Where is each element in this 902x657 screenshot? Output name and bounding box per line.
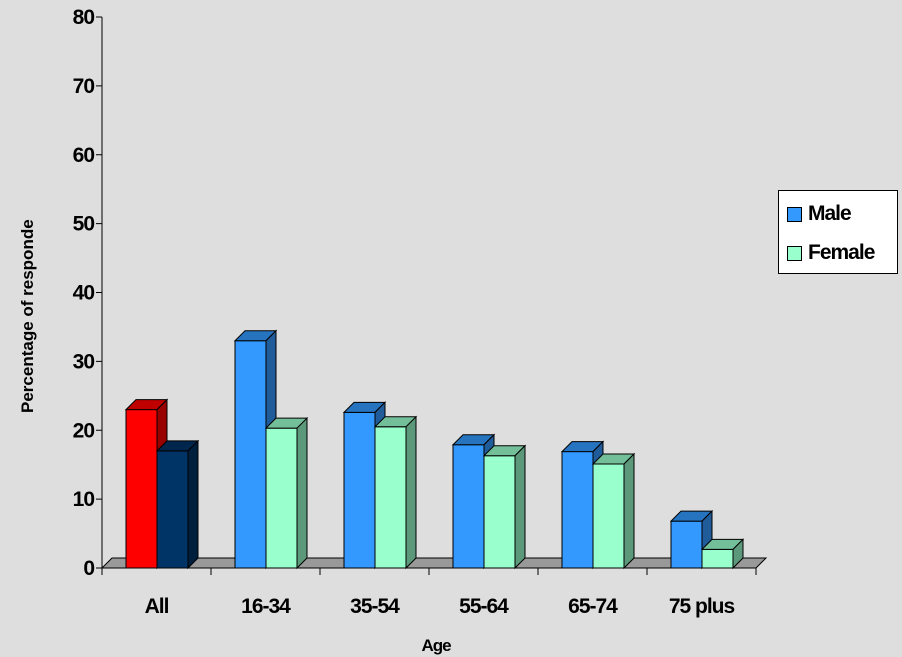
legend-swatch-male	[787, 206, 802, 222]
y-tick-label: 50	[73, 213, 95, 236]
x-tick-label: 16-34	[241, 595, 291, 618]
x-tick-label: All	[145, 595, 169, 618]
legend: Male Female	[778, 190, 898, 274]
chart-floor	[100, 557, 768, 569]
bar-female-all	[155, 439, 200, 570]
y-tick-label: 70	[73, 75, 95, 98]
x-axis-label: Age	[421, 636, 451, 655]
bars	[124, 329, 745, 570]
y-tick-label: 20	[73, 419, 95, 442]
bar-female-16-34	[264, 416, 309, 570]
y-tick-label: 60	[73, 144, 95, 167]
y-tick-label: 80	[73, 6, 95, 29]
y-tick-label: 30	[73, 350, 95, 373]
floor-plane	[100, 557, 768, 569]
x-tick-label: 75 plus	[669, 595, 735, 618]
y-tick-label: 10	[73, 488, 95, 511]
legend-item-female: Female	[787, 241, 875, 265]
bar-female-75-plus	[700, 538, 745, 570]
bar-female-65-74	[591, 452, 636, 570]
bar-male-16-34	[233, 329, 278, 570]
y-tick-label: 40	[73, 282, 95, 305]
legend-swatch-female	[787, 245, 802, 261]
legend-label-female: Female	[808, 241, 875, 264]
legend-label-male: Male	[808, 202, 852, 225]
legend-item-male: Male	[787, 202, 852, 226]
y-axis: 0 10 20 30 40 50 60 70 80	[73, 6, 757, 580]
y-axis-label: Percentage of responde	[18, 219, 37, 413]
bar-female-35-54	[373, 415, 418, 570]
x-tick-label: 55-64	[459, 595, 509, 618]
x-tick-label: 65-74	[568, 595, 618, 618]
x-tick-labels: All 16-34 35-54 55-64 65-74 75 plus	[145, 595, 736, 618]
bar-female-55-64	[482, 444, 527, 570]
y-tick-label: 0	[83, 557, 94, 580]
x-tick-label: 35-54	[350, 595, 400, 618]
